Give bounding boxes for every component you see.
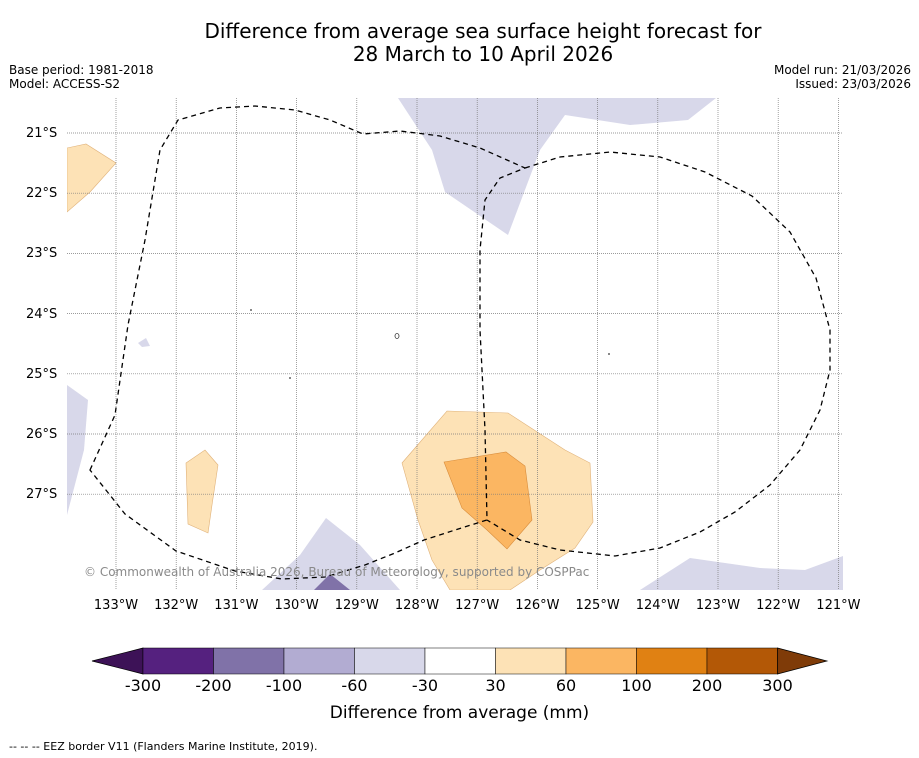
colorbar-tick-label: 30 xyxy=(485,676,506,695)
meta-right: Model run: 21/03/2026 Issued: 23/03/2026 xyxy=(774,63,911,91)
latitude-label: 24°S xyxy=(26,306,58,322)
longitude-label: 122°W xyxy=(756,598,801,613)
longitude-label: 123°W xyxy=(695,598,741,613)
colorbar-bin xyxy=(565,647,637,675)
island-marker xyxy=(250,309,252,311)
eez-border-west xyxy=(89,105,527,580)
map-title-line1: Difference from average sea surface heig… xyxy=(204,19,762,43)
island-marker xyxy=(394,333,400,339)
positive-anomaly-region-northwest xyxy=(67,143,117,213)
longitude-label: 132°W xyxy=(154,598,199,613)
longitude-label: 130°W xyxy=(274,598,319,613)
graticule xyxy=(67,98,843,590)
latitude-label: 27°S xyxy=(26,487,58,503)
colorbar-tick-label: 60 xyxy=(555,676,577,695)
negative-anomaly-region-southeast xyxy=(640,556,843,590)
latitude-label: 21°S xyxy=(26,126,58,141)
map-plot-area xyxy=(67,98,843,590)
latitude-label: 25°S xyxy=(26,366,58,382)
latitude-label: 23°S xyxy=(26,246,58,262)
colorbar-tick-label: 300 xyxy=(762,676,793,695)
negative-anomaly-core-southwest xyxy=(314,574,350,590)
colorbar-tick-label: 200 xyxy=(691,676,723,695)
island-marker xyxy=(289,377,291,379)
eez-legend-note: -- -- -- EEZ border V11 (Flanders Marine… xyxy=(9,740,318,753)
negative-anomaly-region-north xyxy=(398,98,716,235)
positive-anomaly-region-west xyxy=(185,449,219,534)
latitude-label: 26°S xyxy=(26,427,58,442)
colorbar-bin xyxy=(283,647,355,675)
longitude-label: 131°W xyxy=(214,598,259,613)
model-run-text: Model run: 21/03/2026 xyxy=(773,63,911,77)
longitude-label: 125°W xyxy=(575,598,620,613)
longitude-label: 129°W xyxy=(334,598,379,613)
colorbar-bin xyxy=(706,647,778,675)
island-marker xyxy=(608,353,610,355)
eez-border-east xyxy=(486,151,831,557)
colorbar-bin xyxy=(495,647,567,675)
map-title-line2: 28 March to 10 April 2026 xyxy=(352,42,614,66)
colorbar-title: Difference from average (mm) xyxy=(329,703,590,723)
model-text: Model: ACCESS-S2 xyxy=(9,77,121,91)
longitude-label: 126°W xyxy=(515,598,560,613)
colorbar-bin xyxy=(354,647,426,675)
colorbar-bin xyxy=(213,647,285,675)
positive-anomaly-core-central xyxy=(443,451,533,550)
colorbar-tick-label: 100 xyxy=(621,676,652,695)
colorbar-bin xyxy=(636,647,708,675)
colorbar-tick-label: -200 xyxy=(195,676,232,695)
latitude-label: 22°S xyxy=(26,186,58,202)
colorbar-bin xyxy=(142,647,214,675)
longitude-label: 133°W xyxy=(93,598,139,613)
meta-left: Base period: 1981-2018 Model: ACCESS-S2 xyxy=(9,63,154,91)
copyright-watermark: © Commonwealth of Australia 2026, Bureau… xyxy=(84,565,590,579)
colorbar-extend-high xyxy=(777,647,829,675)
issued-text: Issued: 23/03/2026 xyxy=(795,77,911,91)
colorbar-tick-label: -300 xyxy=(124,676,162,695)
longitude-label: 121°W xyxy=(816,598,861,613)
longitude-label: 127°W xyxy=(455,598,500,613)
base-period-text: Base period: 1981-2018 xyxy=(9,63,154,77)
colorbar-bin xyxy=(424,647,496,675)
longitude-label: 124°W xyxy=(635,598,680,613)
negative-anomaly-spot xyxy=(138,338,150,347)
colorbar-tick-label: -60 xyxy=(341,676,368,695)
colorbar-extend-low xyxy=(91,647,144,675)
longitude-label: 128°W xyxy=(394,598,440,613)
colorbar-tick-label: -100 xyxy=(265,676,303,695)
colorbar xyxy=(91,647,829,675)
colorbar-tick-label: -30 xyxy=(411,676,439,695)
negative-anomaly-region-west xyxy=(67,385,88,515)
